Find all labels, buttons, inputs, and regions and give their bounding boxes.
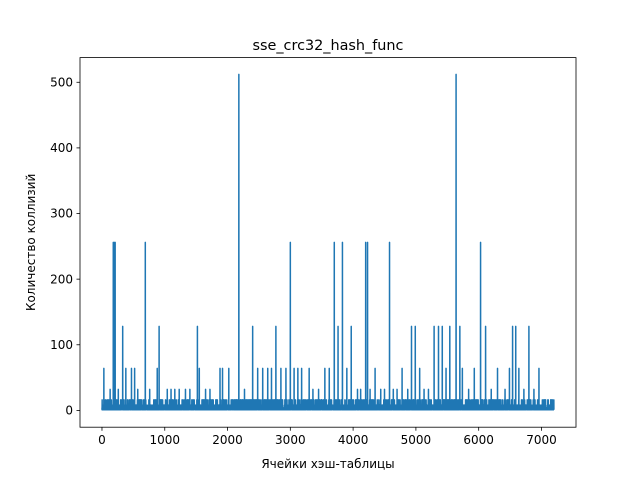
axes-frame xyxy=(79,57,577,428)
x-tick-label: 4000 xyxy=(338,433,369,447)
y-tick-label: 0 xyxy=(65,404,73,418)
x-tick-label: 5000 xyxy=(401,433,432,447)
y-tick-label: 500 xyxy=(50,75,73,89)
x-tick-label: 0 xyxy=(98,433,106,447)
y-axis-label: Количество коллизий xyxy=(24,174,38,311)
x-axis-label: Ячейки хэш-таблицы xyxy=(261,457,394,471)
plot-area xyxy=(101,73,555,411)
x-tick-label: 6000 xyxy=(463,433,494,447)
x-tick-label: 1000 xyxy=(149,433,180,447)
y-axis-ticks: 0 100 200 300 400 500 xyxy=(50,75,80,418)
x-axis-ticks: 0 1000 2000 3000 4000 5000 6000 7000 xyxy=(98,427,557,447)
y-tick-label: 300 xyxy=(50,207,73,221)
y-tick-label: 400 xyxy=(50,141,73,155)
series-line xyxy=(101,73,555,411)
y-tick-label: 100 xyxy=(50,338,73,352)
x-tick-label: 3000 xyxy=(275,433,306,447)
y-tick-label: 200 xyxy=(50,272,73,286)
chart-title: sse_crc32_hash_func xyxy=(253,38,404,54)
x-tick-label: 2000 xyxy=(212,433,243,447)
x-tick-label: 7000 xyxy=(526,433,557,447)
